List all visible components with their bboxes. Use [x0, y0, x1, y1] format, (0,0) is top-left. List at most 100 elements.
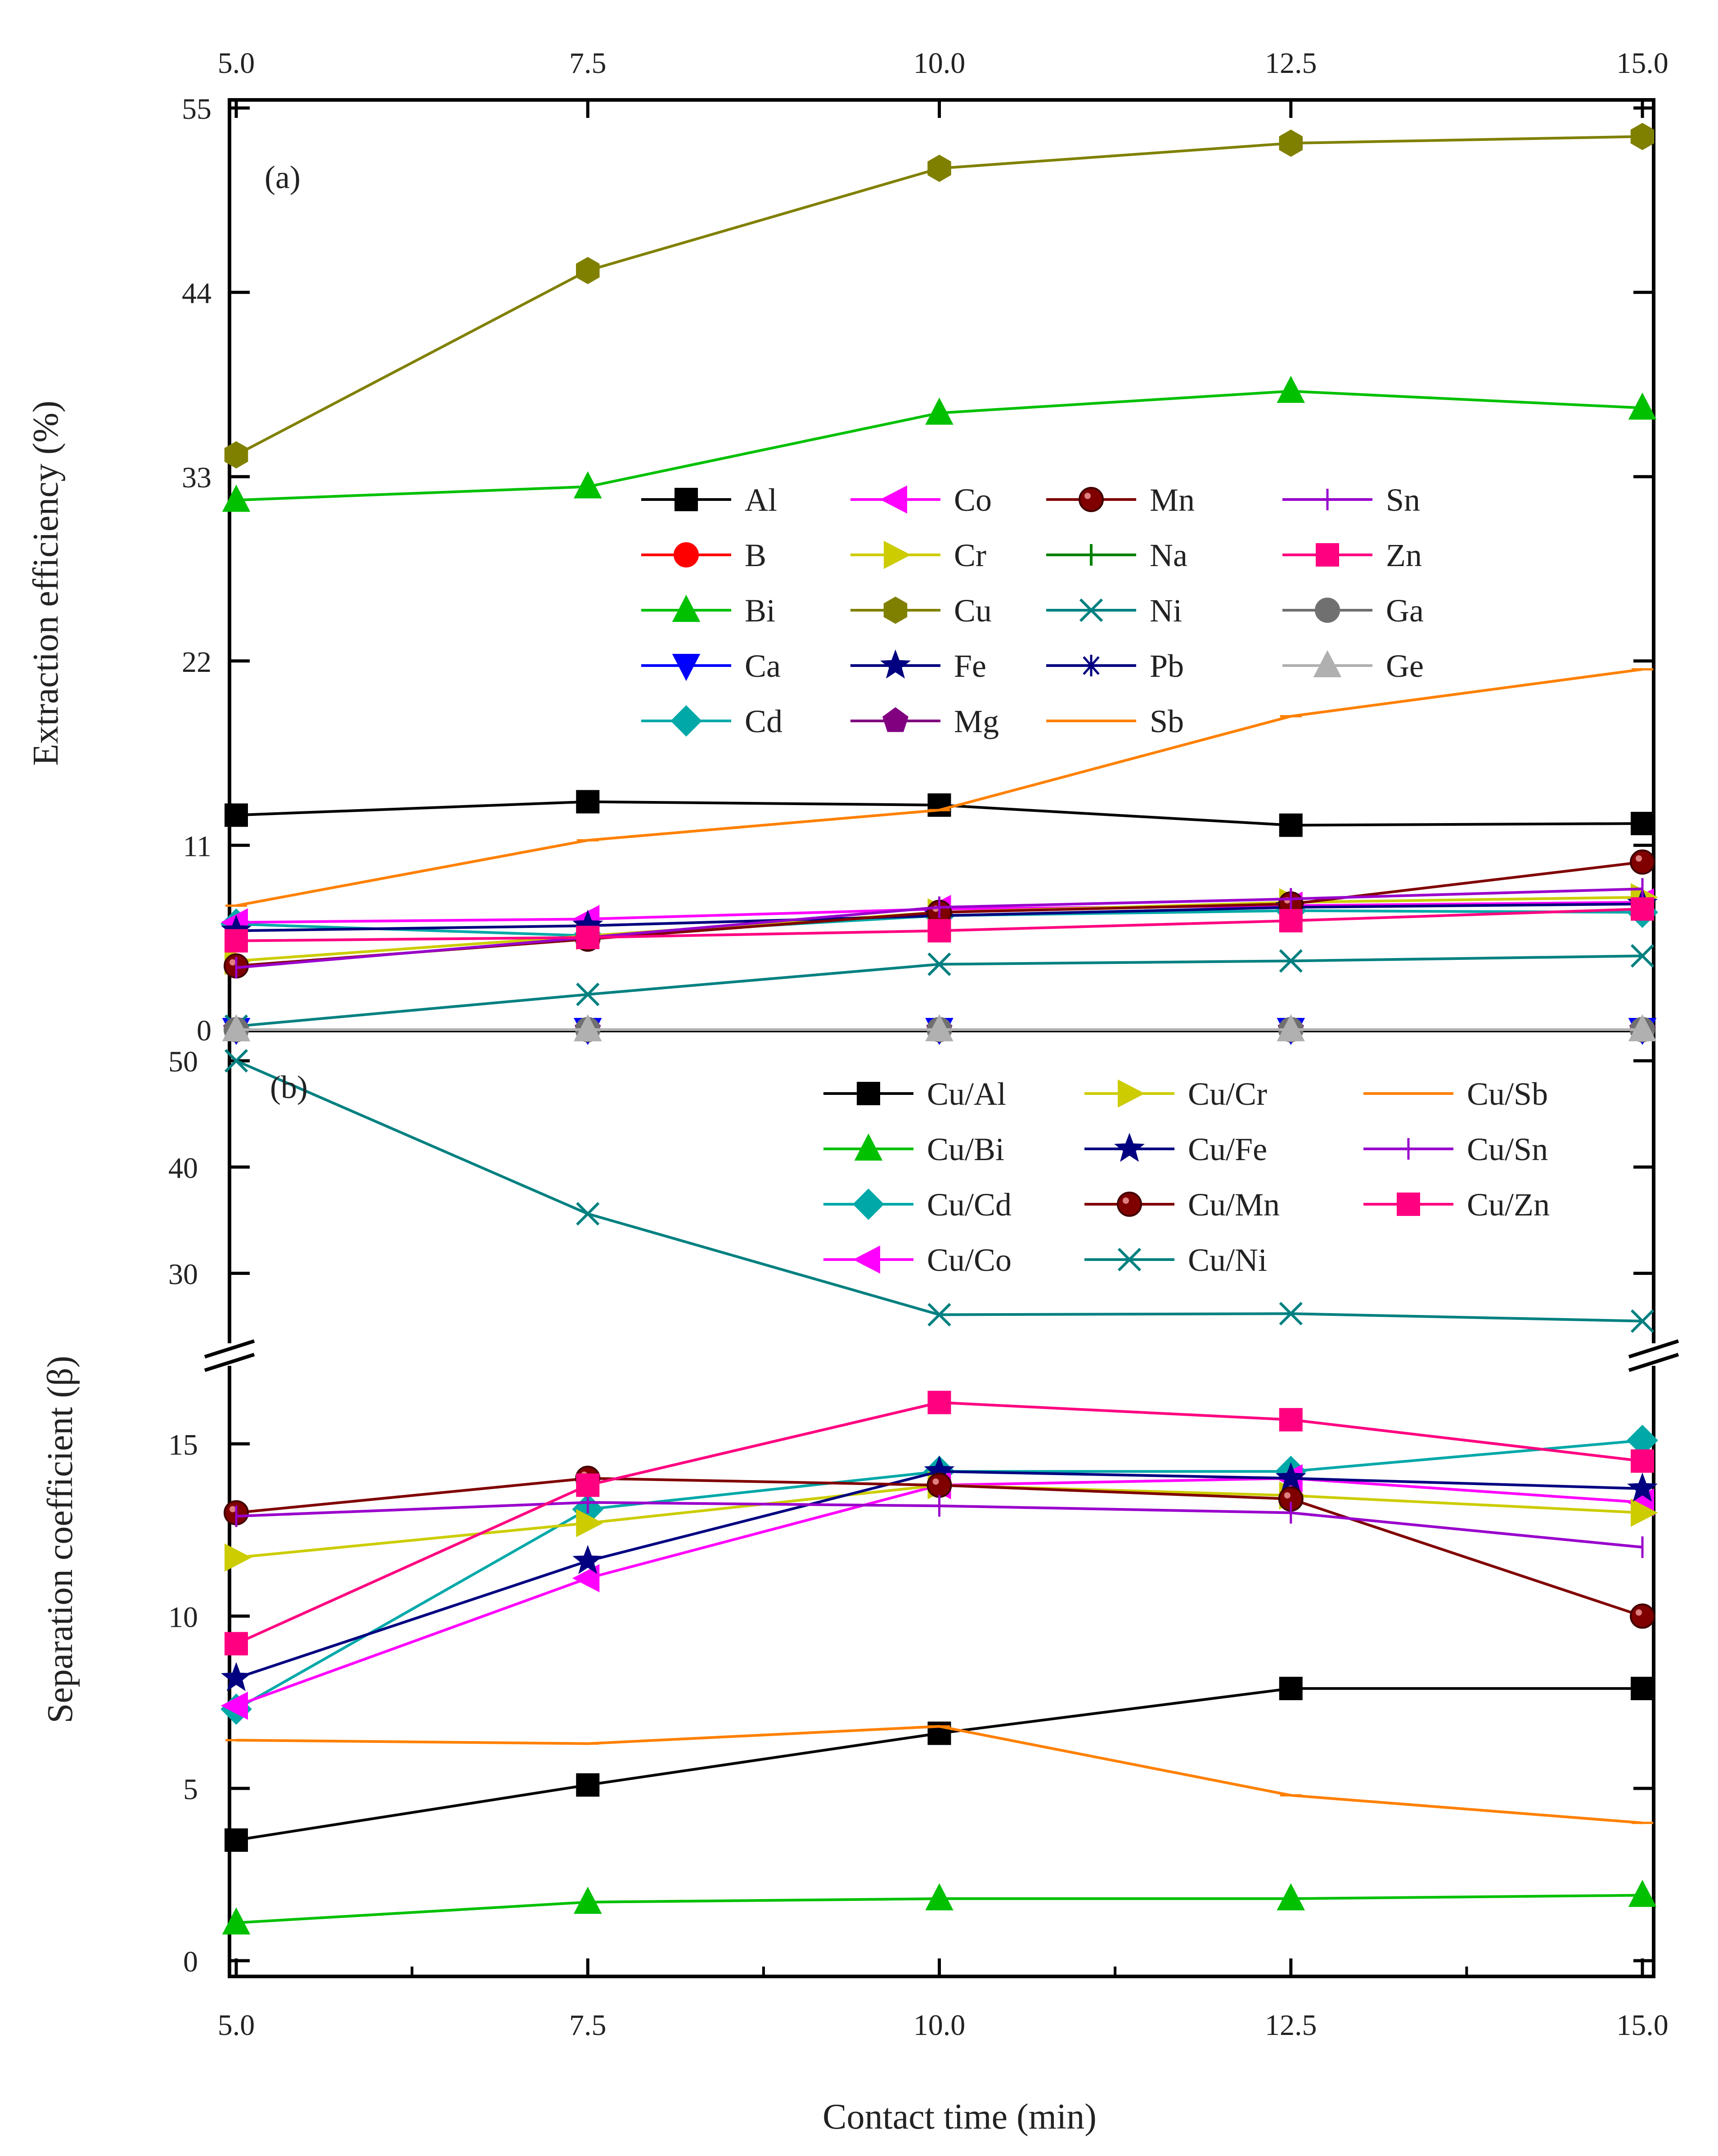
marker-shape [1313, 650, 1342, 677]
data-point [1277, 1883, 1305, 1911]
marker-shape [576, 1509, 603, 1537]
series-b-cu-al [225, 1677, 1654, 1852]
legend-label: Ge [1386, 648, 1424, 684]
marker-shape [1630, 122, 1655, 150]
marker-shape [1315, 598, 1340, 623]
x-tick-label-top: 7.5 [569, 47, 607, 80]
data-point [576, 1473, 600, 1497]
y-tick-label-b-upper: 40 [168, 1152, 198, 1184]
data-point [1628, 1880, 1657, 1907]
axis-break-mark [1628, 1339, 1679, 1359]
marker-shape [1279, 813, 1303, 837]
data-point [576, 790, 600, 814]
legend-label: Ni [1150, 593, 1182, 629]
data-point [1630, 122, 1655, 150]
data-point [927, 1303, 951, 1327]
legend-label: Mg [954, 703, 999, 739]
x-tick-label-top: 12.5 [1265, 47, 1317, 80]
marker-shape [675, 488, 698, 511]
marker-shape [853, 1245, 880, 1274]
marker-shape [1631, 1499, 1658, 1527]
legend-item: Ge [1282, 648, 1424, 684]
data-point [576, 1773, 600, 1797]
marker-highlight [1636, 855, 1642, 862]
marker-shape [572, 1564, 600, 1593]
series-b-cu-bi [222, 1880, 1657, 1935]
marker-shape [1631, 897, 1654, 921]
marker-shape [927, 952, 951, 976]
marker-shape [880, 649, 911, 679]
legend-item: B [641, 537, 766, 573]
data-point [1279, 129, 1303, 157]
legend-item: Cu/Zn [1363, 1187, 1550, 1223]
marker-shape [1316, 543, 1339, 567]
marker-shape [927, 793, 951, 817]
legend-label: Cu [954, 593, 992, 629]
marker-highlight [1284, 1492, 1291, 1499]
y-tick-label-b-upper: 30 [168, 1258, 198, 1291]
data-point [576, 1509, 603, 1537]
marker-shape [576, 790, 600, 814]
legend-item: Cu/Sb [1363, 1076, 1548, 1112]
data-point [1631, 811, 1654, 835]
data-point [925, 397, 953, 425]
marker-shape [225, 803, 248, 827]
legend-label: Cu/Fe [1188, 1131, 1267, 1167]
data-point [1275, 1462, 1306, 1491]
data-point [225, 929, 248, 953]
legend-marker [1316, 543, 1339, 567]
x-axis-title: Contact time (min) [823, 2097, 1097, 2137]
marker-shape [1279, 909, 1303, 932]
y-axis-title-b: Separation coefficient (β) [40, 1356, 80, 1724]
x-tick-label-top: 15.0 [1616, 47, 1669, 80]
data-point [222, 1014, 251, 1041]
legend-marker [1080, 655, 1102, 676]
data-point [573, 1014, 602, 1041]
marker-shape [576, 982, 600, 1006]
y-tick-label-b: 0 [183, 1945, 198, 1978]
legend-a: Al B Bi Ca Cd Co Cr Cu Fe Mg Mn Na Ni Pb Sb Sn Zn Ga Ge [641, 482, 1424, 739]
y-tick-label-a: 11 [183, 830, 211, 863]
data-point [1279, 813, 1303, 837]
y-tick-label-a: 0 [197, 1014, 211, 1047]
marker-highlight [1123, 1197, 1129, 1204]
y-tick-label-a: 44 [182, 277, 211, 310]
marker-shape [1631, 1677, 1654, 1701]
legend-label: Bi [745, 593, 775, 629]
marker-shape [1117, 1192, 1142, 1217]
legend-label: Sn [1386, 482, 1420, 518]
marker-shape [925, 1883, 953, 1911]
axis-text: 5.0 5.0 7.5 7.5 10.0 10.0 12.5 12.5 15.0 15.0 0 11 2… [26, 47, 1669, 2137]
legend-marker [880, 485, 907, 514]
legend-marker [1313, 650, 1342, 677]
marker-shape [220, 1692, 248, 1720]
marker-shape [1630, 944, 1655, 968]
x-tick-label-bottom: 12.5 [1265, 2009, 1317, 2042]
marker-shape [1630, 1603, 1655, 1629]
data-point [576, 982, 600, 1006]
legend-label: Cu/Al [927, 1076, 1006, 1112]
legend-item: Al [641, 482, 777, 518]
data-point [572, 1545, 603, 1574]
marker-shape [1631, 811, 1654, 835]
data-point [225, 803, 248, 827]
y-tick-label-b: 5 [183, 1773, 198, 1806]
marker-shape [1628, 392, 1657, 420]
marker-shape [576, 1473, 600, 1497]
marker-shape [1277, 1883, 1305, 1911]
axis-break-mark [204, 1353, 255, 1372]
legend-item: Na [1046, 537, 1187, 573]
x-tick-label-bottom: 15.0 [1616, 2009, 1669, 2042]
marker-shape [576, 1202, 600, 1226]
legend-item: Sn [1282, 482, 1420, 518]
legend-item: Cu/Cd [823, 1187, 1012, 1223]
legend-item: Cu/Co [823, 1242, 1012, 1278]
legends: Al B Bi Ca Cd Co Cr Cu Fe Mg Mn Na Ni Pb Sb Sn Zn Ga Ge Cu/… [641, 482, 1550, 1278]
data-point [927, 952, 951, 976]
marker-shape [572, 1545, 603, 1574]
y-tick-label-b: 15 [168, 1428, 198, 1461]
legend-marker [853, 1188, 884, 1220]
legend-marker [1117, 1192, 1142, 1217]
legend-marker [675, 488, 698, 511]
legend-label: Cu/Zn [1467, 1187, 1550, 1223]
